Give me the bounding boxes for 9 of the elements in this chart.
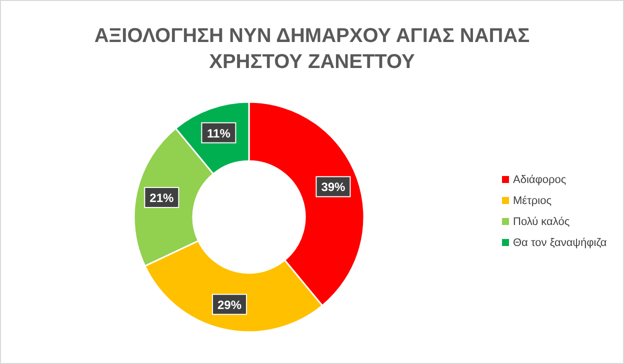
data-label: 39% — [321, 180, 346, 194]
legend-label: Θα τον ξαναψήφιζα — [513, 237, 608, 249]
legend-label: Μέτριος — [513, 195, 552, 207]
legend-label: Αδιάφορος — [513, 174, 566, 186]
data-label: 29% — [217, 298, 242, 312]
chart-title: ΑΞΙΟΛΟΓΗΣΗ ΝΥΝ ΔΗΜΑΡΧΟΥ ΑΓΙΑΣ ΝΑΠΑΣ ΧΡΗΣΤΟΥ ΖΑΝΕΤΤΟΥ — [94, 25, 530, 73]
legend-label: Πολύ καλός — [513, 216, 570, 228]
data-label: 21% — [150, 190, 174, 205]
data-label: 11% — [207, 126, 231, 140]
